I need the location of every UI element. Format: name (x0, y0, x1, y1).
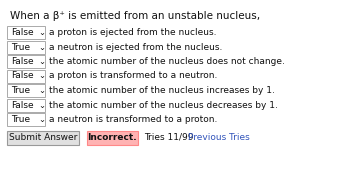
Text: a proton is transformed to a neutron.: a proton is transformed to a neutron. (49, 72, 217, 81)
FancyBboxPatch shape (7, 131, 79, 144)
Text: ⌄: ⌄ (38, 72, 45, 81)
Text: the atomic number of the nucleus decreases by 1.: the atomic number of the nucleus decreas… (49, 100, 278, 109)
Text: False: False (11, 72, 34, 81)
Text: Tries 11/99: Tries 11/99 (144, 133, 194, 142)
FancyBboxPatch shape (7, 70, 45, 82)
Text: True: True (11, 86, 30, 95)
FancyBboxPatch shape (7, 113, 45, 126)
Text: False: False (11, 57, 34, 66)
Text: ⌄: ⌄ (38, 115, 45, 124)
FancyBboxPatch shape (7, 40, 45, 54)
Text: ⌄: ⌄ (38, 57, 45, 66)
Text: the atomic number of the nucleus does not change.: the atomic number of the nucleus does no… (49, 57, 285, 66)
Text: Previous Tries: Previous Tries (188, 133, 249, 142)
Text: True: True (11, 115, 30, 124)
Text: ⌄: ⌄ (38, 42, 45, 52)
Text: ⌄: ⌄ (38, 86, 45, 95)
Text: True: True (11, 42, 30, 52)
Text: When a β⁺ is emitted from an unstable nucleus,: When a β⁺ is emitted from an unstable nu… (10, 11, 260, 21)
Text: ⌄: ⌄ (38, 28, 45, 37)
FancyBboxPatch shape (7, 26, 45, 39)
FancyBboxPatch shape (7, 84, 45, 97)
FancyBboxPatch shape (7, 55, 45, 68)
Text: False: False (11, 100, 34, 109)
Text: a neutron is ejected from the nucleus.: a neutron is ejected from the nucleus. (49, 42, 222, 52)
Text: a proton is ejected from the nucleus.: a proton is ejected from the nucleus. (49, 28, 216, 37)
Text: False: False (11, 28, 34, 37)
Text: Incorrect.: Incorrect. (88, 133, 137, 142)
Text: ⌄: ⌄ (38, 100, 45, 109)
Text: a neutron is transformed to a proton.: a neutron is transformed to a proton. (49, 115, 217, 124)
FancyBboxPatch shape (86, 131, 138, 144)
Text: Submit Answer: Submit Answer (9, 133, 77, 142)
Text: the atomic number of the nucleus increases by 1.: the atomic number of the nucleus increas… (49, 86, 275, 95)
FancyBboxPatch shape (7, 98, 45, 112)
